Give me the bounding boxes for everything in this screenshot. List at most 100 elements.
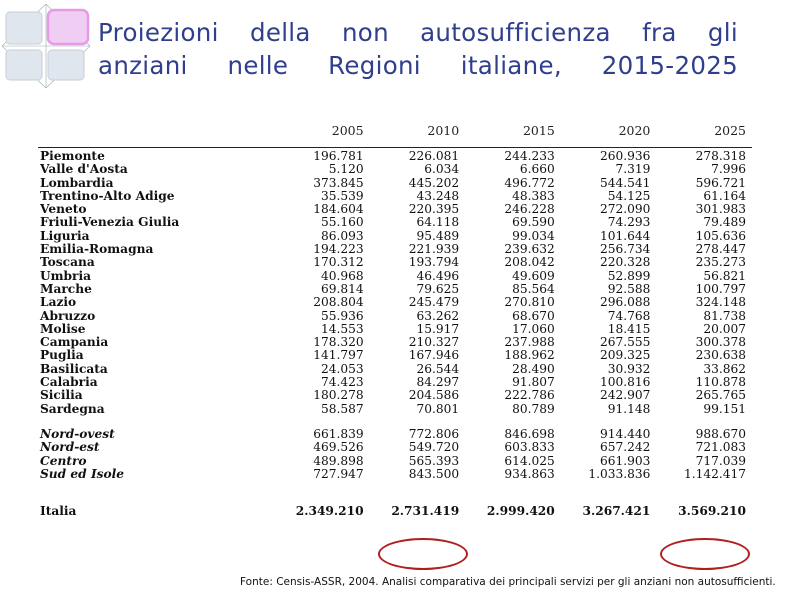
- row-label: Calabria: [40, 375, 98, 390]
- value-cell: 267.555: [599, 335, 651, 350]
- value-cell: 43.248: [416, 188, 460, 203]
- value-cell: 91.148: [607, 401, 651, 416]
- value-cell: 91.807: [512, 375, 555, 390]
- table-body: Piemonte 196.781 226.081 244.233 260.936 278.…: [38, 148, 752, 519]
- value-cell: 18.415: [607, 321, 651, 336]
- row-label: Marche: [40, 281, 92, 296]
- value-cell: 194.223: [313, 242, 364, 257]
- row-label: Basilicata: [40, 361, 108, 376]
- value-cell: 657.242: [599, 440, 651, 455]
- row-label: Italia: [40, 504, 77, 519]
- highlight-circle-2025: [660, 538, 750, 570]
- spacer-row: [38, 481, 752, 493]
- value-cell: 914.440: [599, 426, 651, 441]
- value-cell: 278.447: [695, 242, 746, 257]
- row-label: Toscana: [40, 255, 95, 270]
- value-cell: 105.636: [695, 228, 746, 243]
- value-cell: 300.378: [695, 335, 746, 350]
- value-cell: 226.081: [408, 149, 460, 163]
- macro-region-row: Sud ed Isole 727.947 843.500 934.863 1.033.8…: [38, 466, 752, 481]
- value-cell: 5.120: [328, 162, 364, 177]
- region-row: Liguria 86.093 95.489 99.034 101.644 105.636: [38, 228, 752, 243]
- value-cell: 58.587: [320, 401, 364, 416]
- row-label: Nord-ovest: [40, 426, 115, 441]
- title-line-2: anziani nelle Regioni italiane, 2015-202…: [98, 51, 738, 80]
- row-label: Lombardia: [40, 175, 114, 190]
- value-cell: 2.731.419: [391, 504, 460, 519]
- value-cell: 549.720: [408, 440, 460, 455]
- value-cell: 7.996: [711, 162, 746, 177]
- value-cell: 52.899: [607, 268, 651, 283]
- row-label: Umbria: [40, 268, 91, 283]
- row-label: Molise: [40, 321, 86, 336]
- logo-box-2: [46, 8, 90, 46]
- row-label: Nord-est: [40, 440, 100, 455]
- logo-diagram: [2, 4, 90, 88]
- value-cell: 70.801: [416, 401, 460, 416]
- value-cell: 80.789: [512, 401, 555, 416]
- value-cell: 101.644: [599, 228, 651, 243]
- row-label: Trentino-Alto Adige: [40, 188, 175, 203]
- value-cell: 100.816: [599, 375, 651, 390]
- region-row: Toscana 170.312 193.794 208.042 220.328 235.2…: [38, 255, 752, 270]
- value-cell: 237.988: [504, 335, 555, 350]
- value-cell: 230.638: [695, 348, 746, 363]
- value-cell: 74.768: [607, 308, 651, 323]
- spacer-cell: [38, 481, 752, 493]
- value-cell: 603.833: [504, 440, 555, 455]
- value-cell: 565.393: [408, 453, 460, 468]
- region-row: Sicilia 180.278 204.586 222.786 242.907 265.7…: [38, 388, 752, 403]
- region-row: Lazio 208.804 245.479 270.810 296.088 324.148: [38, 295, 752, 310]
- value-cell: 64.118: [416, 215, 460, 230]
- value-cell: 222.786: [504, 388, 555, 403]
- value-cell: 110.878: [695, 375, 746, 390]
- value-cell: 489.898: [313, 453, 364, 468]
- value-cell: 2.349.210: [295, 504, 364, 519]
- value-cell: 614.025: [504, 453, 555, 468]
- value-cell: 1.142.417: [683, 466, 746, 481]
- value-cell: 184.604: [313, 202, 364, 217]
- value-cell: 17.060: [512, 321, 555, 336]
- value-cell: 544.541: [599, 175, 651, 190]
- value-cell: 208.804: [313, 295, 364, 310]
- value-cell: 55.160: [320, 215, 364, 230]
- region-row: Trentino-Alto Adige 35.539 43.248 48.383 54.…: [38, 188, 752, 203]
- macro-region-row: Nord-ovest 661.839 772.806 846.698 914.440 98…: [38, 426, 752, 441]
- logo-box-4: [47, 49, 85, 81]
- logo-box-1: [5, 11, 43, 45]
- value-cell: 74.423: [320, 375, 364, 390]
- value-cell: 69.590: [512, 215, 555, 230]
- value-cell: 54.125: [607, 188, 651, 203]
- region-row: Veneto 184.604 220.395 246.228 272.090 301.98…: [38, 202, 752, 217]
- value-cell: 265.765: [695, 388, 746, 403]
- value-cell: 220.395: [408, 202, 460, 217]
- region-row: Basilicata 24.053 26.544 28.490 30.932 33.862: [38, 361, 752, 376]
- value-cell: 79.489: [703, 215, 746, 230]
- region-column-header: [38, 115, 274, 148]
- value-cell: 30.932: [607, 361, 651, 376]
- value-cell: 100.797: [695, 281, 746, 296]
- value-cell: 235.273: [695, 255, 746, 270]
- value-cell: 63.262: [416, 308, 460, 323]
- value-cell: 193.794: [408, 255, 460, 270]
- value-cell: 85.564: [512, 281, 555, 296]
- row-label: Friuli-Venezia Giulia: [40, 215, 180, 230]
- region-row: Friuli-Venezia Giulia 55.160 64.118 69.590 7…: [38, 215, 752, 230]
- value-cell: 843.500: [408, 466, 460, 481]
- row-label: Centro: [40, 453, 87, 468]
- value-cell: 69.814: [320, 281, 364, 296]
- value-cell: 24.053: [320, 361, 364, 376]
- value-cell: 260.936: [599, 149, 651, 163]
- value-cell: 1.033.836: [588, 466, 651, 481]
- year-header: 2025: [656, 115, 752, 148]
- value-cell: 99.034: [512, 228, 555, 243]
- value-cell: 56.821: [703, 268, 746, 283]
- value-cell: 445.202: [408, 175, 460, 190]
- value-cell: 86.093: [320, 228, 364, 243]
- value-cell: 6.660: [519, 162, 555, 177]
- row-label: Sicilia: [40, 388, 83, 403]
- value-cell: 469.526: [313, 440, 364, 455]
- value-cell: 296.088: [599, 295, 651, 310]
- row-label: Puglia: [40, 348, 84, 363]
- value-cell: 33.862: [703, 361, 746, 376]
